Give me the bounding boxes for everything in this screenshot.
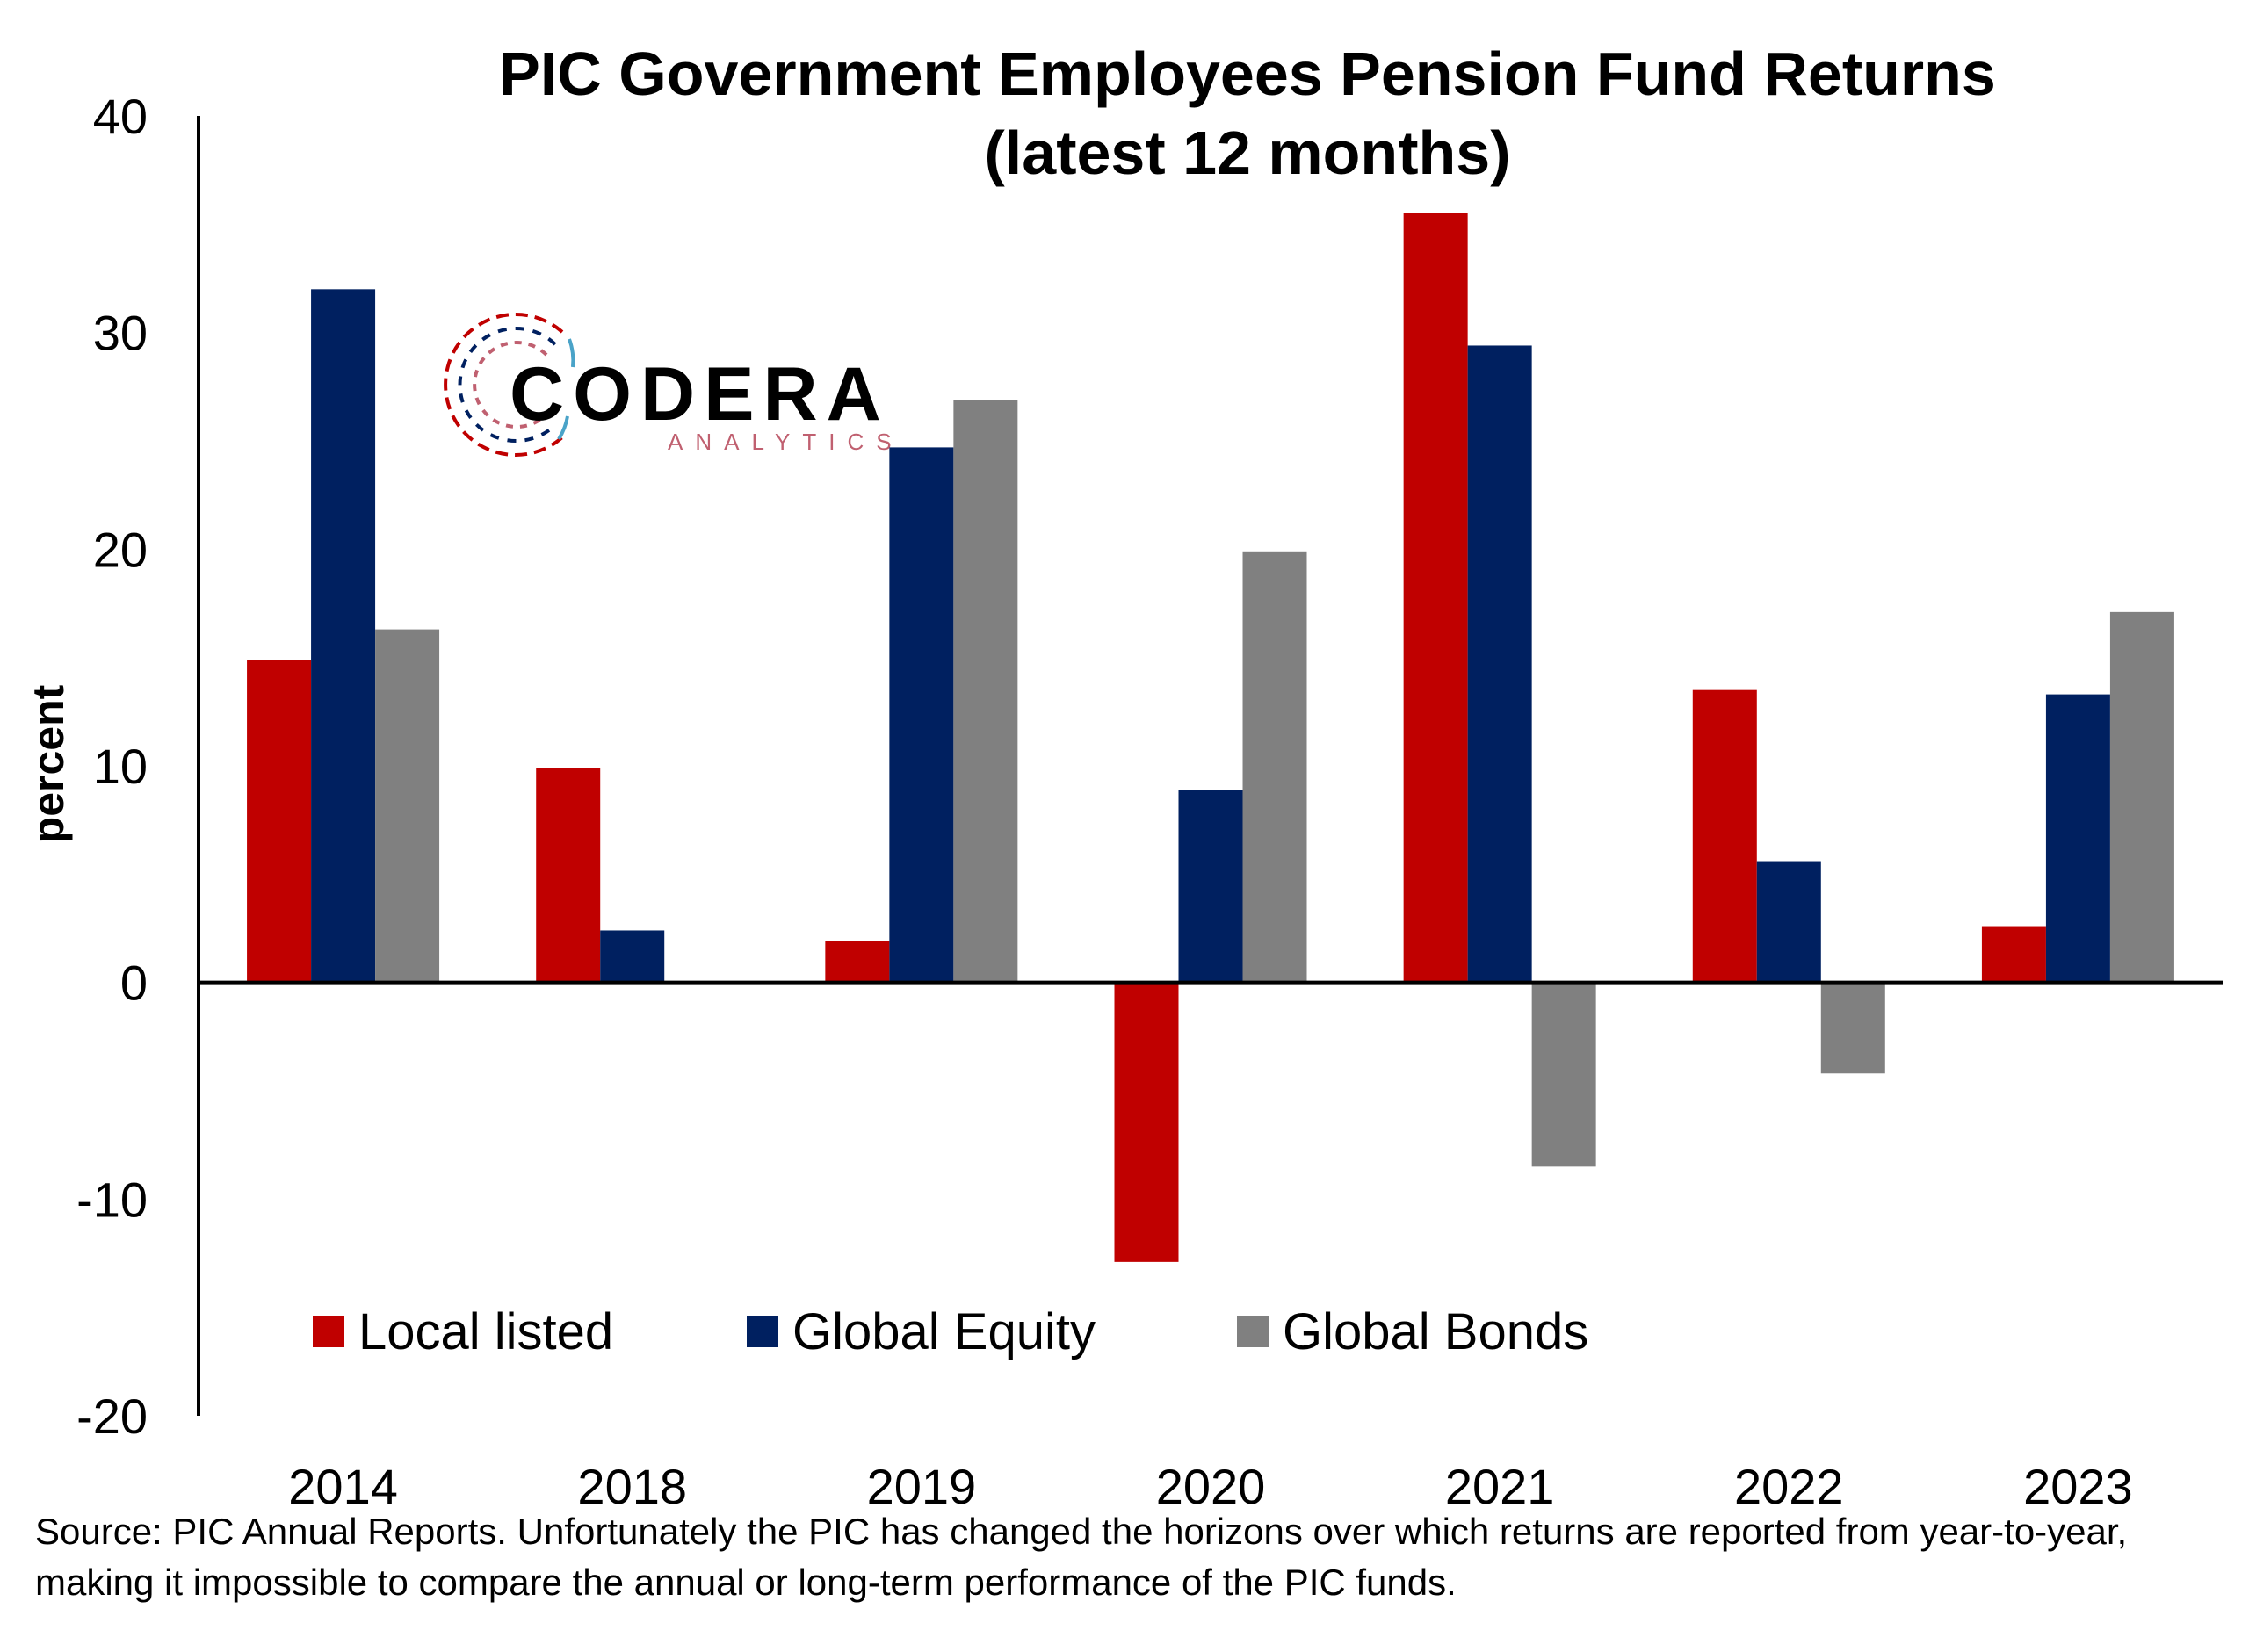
legend-label: Global Bonds: [1283, 1303, 1588, 1360]
logo-word: CODERA: [510, 352, 890, 436]
bar-local-listed-2019: [825, 941, 890, 983]
source-note: Source: PIC Annual Reports. Unfortunatel…: [35, 1511, 2128, 1603]
codera-logo: CODERA ANALYTICS: [444, 313, 904, 457]
bar-global-equity-2021: [1467, 345, 1532, 983]
y-axis-label: percent: [24, 684, 73, 843]
bar-global-equity-2020: [1178, 790, 1243, 983]
bar-global-bonds-2023: [2109, 611, 2174, 983]
bar-global-bonds-2022: [1820, 982, 1885, 1074]
bar-local-listed-2022: [1692, 689, 1757, 983]
y-tick-label: -20: [76, 1389, 148, 1444]
x-tick-label: 2021: [1445, 1459, 1555, 1514]
chart-title-line-2: (latest 12 months): [985, 119, 1511, 187]
bar-global-bonds-2014: [375, 629, 440, 983]
y-tick-label: 40: [93, 89, 148, 144]
chart-title-line-1: PIC Government Employees Pension Fund Re…: [499, 40, 1996, 108]
bar-global-bonds-2019: [953, 400, 1018, 983]
legend-swatch: [313, 1316, 344, 1347]
logo-subword: ANALYTICS: [668, 429, 904, 455]
bar-local-listed-2020: [1114, 982, 1179, 1262]
y-tick-label: 0: [120, 956, 148, 1011]
legend-item: Global Equity: [747, 1303, 1096, 1360]
legend-item: Global Bonds: [1237, 1303, 1588, 1360]
x-tick-label: 2023: [2023, 1459, 2133, 1514]
legend-label: Global Equity: [792, 1303, 1096, 1360]
y-tick-label: -10: [76, 1172, 148, 1227]
y-tick-label: 20: [93, 522, 148, 577]
bar-global-equity-2019: [889, 447, 954, 983]
bar-local-listed-2014: [247, 660, 312, 983]
legend-swatch: [1237, 1316, 1269, 1347]
logo-circuit-icon: [444, 313, 575, 457]
bar-local-listed-2018: [536, 768, 601, 983]
bar-global-bonds-2021: [1531, 982, 1596, 1167]
x-tick-label: 2022: [1734, 1459, 1844, 1514]
legend-item: Local listed: [313, 1303, 613, 1360]
y-tick-label: 10: [93, 739, 148, 794]
bar-global-bonds-2020: [1242, 551, 1307, 983]
bar-global-equity-2023: [2045, 694, 2110, 983]
y-tick-label: 30: [93, 306, 148, 361]
x-tick-label: 2018: [577, 1459, 687, 1514]
legend-label: Local listed: [358, 1303, 613, 1360]
x-tick-label: 2014: [288, 1459, 398, 1514]
x-tick-label: 2019: [867, 1459, 977, 1514]
x-tick-label: 2020: [1156, 1459, 1266, 1514]
bar-local-listed-2021: [1403, 213, 1468, 983]
legend-swatch: [747, 1316, 778, 1347]
bar-global-equity-2018: [600, 930, 665, 983]
bar-global-equity-2022: [1756, 861, 1821, 983]
bar-local-listed-2023: [1981, 926, 2046, 983]
bar-global-equity-2014: [311, 289, 376, 983]
